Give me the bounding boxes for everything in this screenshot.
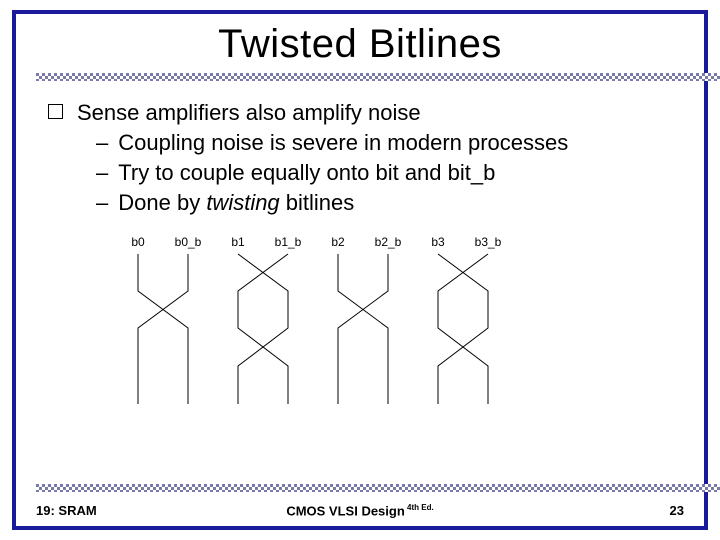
sub-text-a: Done by — [118, 190, 206, 215]
square-bullet-icon — [48, 104, 63, 119]
content-area: Sense amplifiers also amplify noise – Co… — [48, 100, 672, 413]
svg-text:b3: b3 — [431, 235, 445, 249]
svg-text:b0: b0 — [131, 235, 145, 249]
svg-text:b1_b: b1_b — [275, 235, 302, 249]
divider-bottom — [36, 484, 720, 492]
dash-icon: – — [96, 190, 108, 216]
sub-bullet-text: Done by twisting bitlines — [118, 190, 354, 216]
footer-left: 19: SRAM — [36, 503, 97, 518]
divider-top — [36, 73, 720, 81]
svg-text:b2: b2 — [331, 235, 345, 249]
dash-icon: – — [96, 130, 108, 156]
bitline-diagram: b0 b0_b b1 b1_b b2 b2_b b3 b3_b — [118, 232, 672, 413]
svg-text:b0_b: b0_b — [175, 235, 202, 249]
sub-text-italic: twisting — [206, 190, 279, 215]
footer: 19: SRAM CMOS VLSI Design 4th Ed. 23 — [36, 503, 684, 518]
dash-icon: – — [96, 160, 108, 186]
footer-center-main: CMOS VLSI Design — [286, 503, 404, 518]
footer-right: 23 — [670, 503, 684, 518]
bullet-main: Sense amplifiers also amplify noise — [48, 100, 672, 126]
bullet-main-text: Sense amplifiers also amplify noise — [77, 100, 421, 126]
sub-bullet: – Try to couple equally onto bit and bit… — [96, 160, 672, 186]
sub-bullet: – Coupling noise is severe in modern pro… — [96, 130, 672, 156]
bitline-svg: b0 b0_b b1 b1_b b2 b2_b b3 b3_b — [118, 232, 528, 407]
footer-center-sup: 4th Ed. — [405, 503, 434, 512]
slide-frame: Twisted Bitlines Sense amplifiers also a… — [12, 10, 708, 530]
svg-text:b1: b1 — [231, 235, 245, 249]
sub-bullet: – Done by twisting bitlines — [96, 190, 672, 216]
sub-bullet-text: Coupling noise is severe in modern proce… — [118, 130, 568, 156]
sub-text-b: bitlines — [280, 190, 355, 215]
sub-bullet-list: – Coupling noise is severe in modern pro… — [96, 130, 672, 216]
slide-title: Twisted Bitlines — [16, 22, 704, 67]
svg-text:b2_b: b2_b — [375, 235, 402, 249]
sub-bullet-text: Try to couple equally onto bit and bit_b — [118, 160, 495, 186]
footer-center: CMOS VLSI Design 4th Ed. — [286, 503, 433, 518]
svg-text:b3_b: b3_b — [475, 235, 502, 249]
